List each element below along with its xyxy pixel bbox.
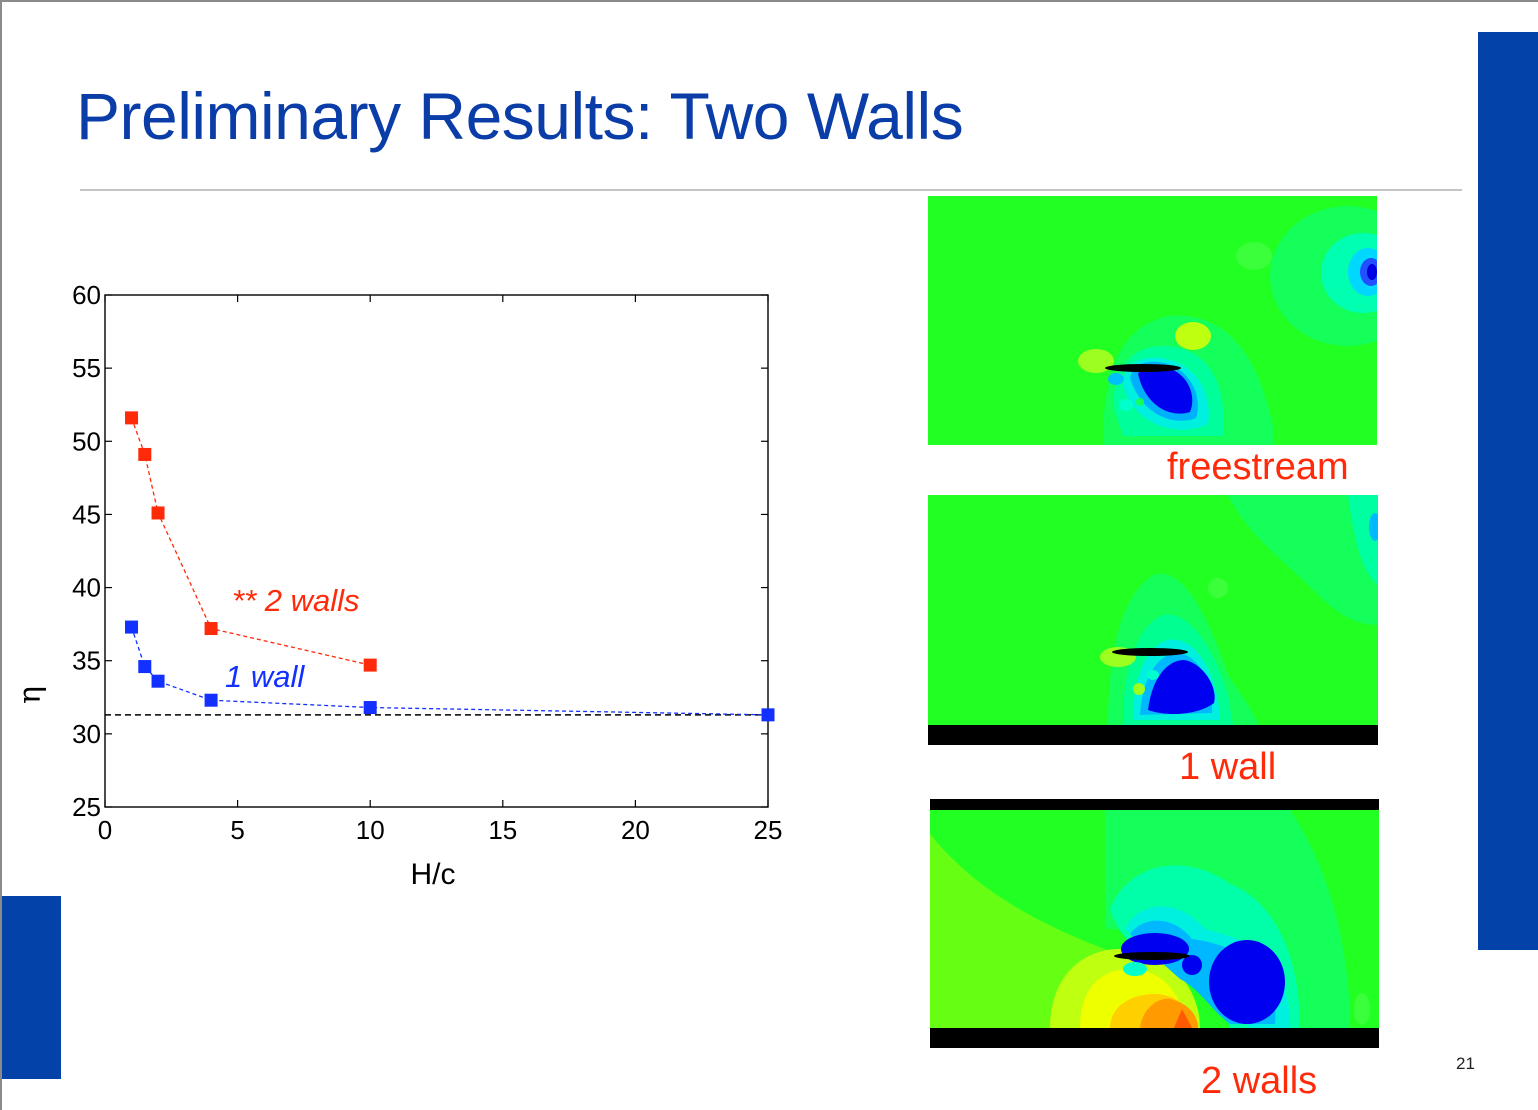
data-point (204, 622, 218, 636)
series-line (130, 626, 769, 716)
title-divider (80, 189, 1462, 191)
y-tick-label: 40 (72, 573, 101, 603)
slide-left-border (0, 0, 2, 1110)
data-point (138, 447, 152, 461)
y-tick-label: 60 (72, 280, 101, 310)
y-tick-label: 50 (72, 426, 101, 456)
slide-top-border (0, 0, 1538, 2)
x-tick-label: 15 (488, 815, 517, 845)
chart-ticks: 0 5 10 15 20 25 25 30 35 40 45 50 55 60 (72, 280, 782, 845)
plot-frame (104, 294, 769, 808)
x-axis-label: H/c (411, 858, 456, 891)
series-line (130, 417, 371, 666)
caption-freestream: freestream (1167, 446, 1349, 488)
caption-two-walls: 2 walls (1201, 1060, 1318, 1102)
chart-axes (104, 294, 769, 808)
y-tick-label: 30 (72, 719, 101, 749)
data-point (151, 674, 165, 688)
right-accent-bar (1478, 32, 1538, 950)
slide-number: 21 (1456, 1054, 1475, 1073)
y-tick-label: 45 (72, 499, 101, 529)
x-tick-label: 0 (98, 815, 112, 845)
x-tick-label: 20 (621, 815, 650, 845)
y-tick-label: 55 (72, 353, 101, 383)
data-point (125, 411, 139, 425)
flow-panel-one-wall (928, 495, 1378, 745)
chart-series (125, 411, 775, 722)
legend-label-1-wall: 1 wall (225, 659, 305, 694)
efficiency-chart: 0 5 10 15 20 25 25 30 35 40 45 50 55 60 H/c η ** 2 wa… (13, 280, 782, 891)
legend-label-2-walls: ** 2 walls (232, 583, 360, 618)
data-point (363, 701, 377, 715)
data-point (761, 708, 775, 722)
flow-panel-freestream (928, 196, 1377, 445)
caption-one-wall: 1 wall (1179, 746, 1277, 788)
data-point (363, 658, 377, 672)
y-axis-label: η (13, 686, 48, 704)
y-tick-label: 35 (72, 646, 101, 676)
left-accent-bar (2, 896, 61, 1079)
series-one-wall (125, 620, 775, 722)
data-point (138, 660, 152, 674)
x-tick-label: 25 (754, 815, 783, 845)
x-tick-label: 5 (230, 815, 244, 845)
x-tick-label: 10 (356, 815, 385, 845)
flow-panel-two-walls (930, 799, 1379, 1048)
data-point (151, 506, 165, 520)
data-point (204, 693, 218, 707)
slide-title: Preliminary Results: Two Walls (76, 79, 964, 153)
y-tick-label: 25 (72, 792, 101, 822)
series-two-walls (125, 411, 377, 672)
data-point (125, 620, 139, 634)
